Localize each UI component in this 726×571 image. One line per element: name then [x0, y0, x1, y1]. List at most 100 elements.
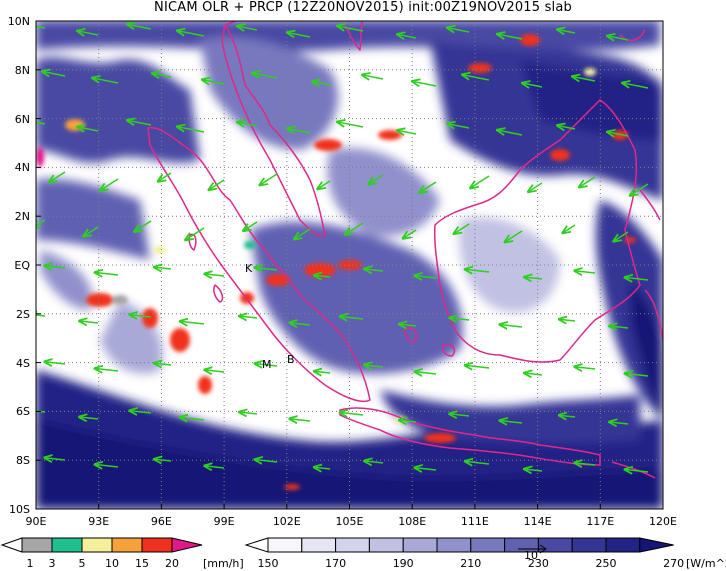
- wind-arrow: [613, 231, 629, 241]
- wind-arrow: [625, 373, 649, 376]
- wind-arrow: [204, 370, 225, 372]
- wind-arrow: [630, 183, 649, 196]
- wind-arrow: [239, 316, 258, 318]
- coastlines: [147, 21, 663, 479]
- coastline-java: [339, 407, 601, 466]
- y-tick-label: 6N: [15, 113, 30, 126]
- wind-arrow: [579, 176, 596, 187]
- wind-arrow: [255, 364, 278, 367]
- wind-arrow: [497, 34, 523, 39]
- wind-arrow: [314, 467, 331, 469]
- wind-arrow: [574, 463, 596, 465]
- wind-arrow: [204, 274, 225, 276]
- wind-arrow: [412, 81, 437, 86]
- place-label-k: K: [245, 262, 253, 275]
- wind-arrow: [36, 219, 46, 228]
- prcp-colorbar-cell: [111, 537, 143, 553]
- x-tick-label: 105E: [336, 515, 364, 528]
- wind-arrow: [465, 365, 490, 368]
- wind-arrow: [449, 414, 470, 416]
- wind-arrow: [127, 120, 152, 125]
- wind-arrow: [557, 125, 576, 129]
- x-tick-label: 96E: [151, 515, 172, 528]
- wind-arrow: [524, 277, 543, 279]
- wind-arrow: [177, 31, 205, 37]
- wind-arrow: [42, 71, 66, 76]
- wind-arrow: [152, 73, 172, 77]
- wind-arrow: [204, 466, 225, 468]
- wind-arrow: [237, 122, 258, 126]
- wind-arrow: [129, 315, 152, 317]
- y-tick-label: 4N: [15, 161, 30, 174]
- wind-arrow: [180, 417, 205, 420]
- wind-arrow: [314, 275, 331, 277]
- wind-arrow: [239, 412, 258, 414]
- y-tick-label: 8S: [16, 454, 30, 467]
- wind-arrow: [95, 272, 119, 275]
- wind-arrow: [497, 130, 523, 135]
- olr-colorbar-cell: [368, 537, 404, 553]
- wind-arrow: [77, 127, 99, 131]
- wind-arrow: [449, 318, 470, 320]
- reference-vector-label: 10: [524, 549, 538, 562]
- wind-arrow: [574, 271, 596, 273]
- olr-colorbar-label: 230: [528, 557, 549, 570]
- wind-arrow: [100, 178, 119, 191]
- coastline-borneo: [434, 99, 641, 363]
- wind-arrow: [447, 124, 470, 128]
- wind-vectors: [36, 24, 649, 472]
- wind-arrow: [625, 277, 649, 280]
- wind-arrow: [154, 363, 172, 365]
- wind-arrow: [559, 319, 576, 321]
- wind-arrow: [317, 180, 331, 189]
- olr-colorbar-label: 210: [460, 557, 481, 570]
- wind-arrow: [465, 269, 490, 272]
- y-tick-label: 2N: [15, 210, 30, 223]
- x-axis: [35, 504, 664, 509]
- wind-arrow: [243, 221, 258, 231]
- x-tick-label: 93E: [88, 515, 109, 528]
- wind-arrow: [312, 81, 331, 85]
- prcp-colorbar-label: 10: [105, 557, 119, 570]
- chart-title: NICAM OLR + PRCP (12Z20NOV2015) init:00Z…: [154, 0, 572, 15]
- wind-arrow: [399, 420, 417, 422]
- wind-arrow: [364, 461, 384, 463]
- wind-arrow: [252, 73, 278, 78]
- wind-arrow: [209, 179, 225, 190]
- wind-arrow: [505, 230, 523, 242]
- olr-colorbar-cell: [267, 537, 303, 553]
- wind-arrow: [364, 269, 384, 271]
- olr-colorbar-label: 190: [393, 557, 414, 570]
- wind-arrow: [134, 220, 152, 232]
- prcp-colorbar-label: 5: [79, 557, 86, 570]
- prcp-colorbar-label: 15: [135, 557, 149, 570]
- wind-arrow: [158, 172, 172, 182]
- wind-arrow: [289, 323, 311, 325]
- wind-arrow: [314, 371, 331, 373]
- x-tick-label: 117E: [586, 515, 614, 528]
- olr-colorbar-cell: [436, 537, 472, 553]
- coastline-sumatra: [147, 126, 371, 402]
- wind-arrow: [399, 324, 417, 326]
- wind-arrow: [154, 459, 172, 461]
- wind-arrow: [95, 464, 119, 467]
- reference-vector: 10: [518, 544, 547, 562]
- wind-arrow: [340, 412, 364, 415]
- wind-arrow: [49, 171, 66, 182]
- olr-colorbar-cell: [537, 537, 573, 553]
- wind-arrow: [345, 222, 364, 235]
- wind-arrow: [95, 368, 119, 371]
- wind-arrow: [622, 83, 649, 89]
- prcp-colorbar-label: 3: [49, 557, 56, 570]
- olr-colorbar-cell: [301, 537, 337, 553]
- olr-colorbar-left-cap: [244, 537, 269, 553]
- prcp-colorbar-cell: [21, 537, 53, 553]
- plot-area: [36, 21, 663, 509]
- wind-arrow: [177, 127, 205, 133]
- y-tick-label: 10S: [9, 503, 30, 516]
- wind-arrow: [397, 130, 417, 134]
- wind-arrow: [609, 326, 629, 328]
- coastline-belitung: [442, 343, 456, 357]
- wind-arrow: [127, 24, 152, 29]
